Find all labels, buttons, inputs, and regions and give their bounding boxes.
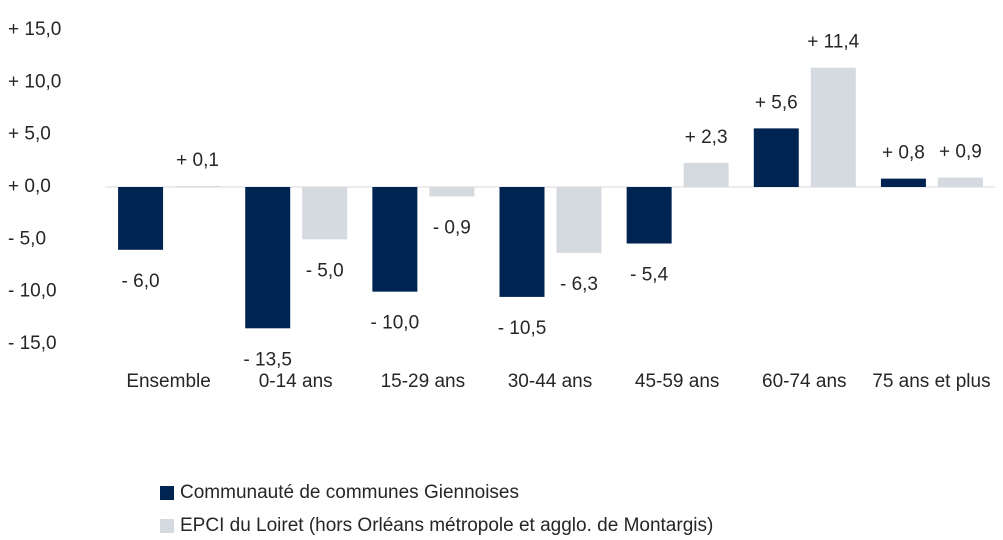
bar <box>626 187 672 244</box>
legend-swatch <box>160 486 174 500</box>
y-tick-label: + 5,0 <box>8 124 51 145</box>
legend-swatch <box>160 519 174 533</box>
value-label: + 0,8 <box>882 143 925 164</box>
value-label: - 6,0 <box>122 271 160 292</box>
x-tick-label: 30-44 ans <box>507 371 593 392</box>
bar <box>880 178 926 187</box>
y-tick-label: + 0,0 <box>8 176 51 197</box>
bar <box>175 185 221 187</box>
value-label: - 5,4 <box>630 265 668 286</box>
x-tick-label: Ensemble <box>126 371 211 392</box>
x-tick-label: 0-14 ans <box>258 371 333 392</box>
y-tick-label: - 10,0 <box>8 281 57 302</box>
bar <box>118 187 164 250</box>
value-label: + 11,4 <box>807 32 859 53</box>
value-label: - 10,0 <box>371 313 420 334</box>
bar <box>810 67 856 187</box>
value-label: - 5,0 <box>306 260 344 281</box>
x-tick-label: 75 ans et plus <box>872 371 991 392</box>
x-tick-label: 15-29 ans <box>380 371 466 392</box>
legend-item: Communauté de communes Giennoises <box>160 482 519 504</box>
value-label: - 0,9 <box>433 217 471 238</box>
value-label: + 0,1 <box>176 150 219 171</box>
bar <box>556 187 602 253</box>
value-label: - 6,3 <box>560 274 598 295</box>
bar <box>937 177 983 187</box>
y-tick-label: - 5,0 <box>8 228 46 249</box>
y-tick-label: + 15,0 <box>8 19 61 40</box>
x-tick-label: 60-74 ans <box>762 371 847 392</box>
bar <box>683 162 729 187</box>
legend-item: EPCI du Loiret (hors Orléans métropole e… <box>160 515 713 537</box>
legend-label: EPCI du Loiret (hors Orléans métropole e… <box>180 515 714 536</box>
bar <box>753 128 799 187</box>
bar <box>429 187 475 197</box>
bar <box>499 187 545 297</box>
value-label: + 2,3 <box>685 127 728 148</box>
bar <box>302 187 348 240</box>
value-label: + 0,9 <box>939 142 982 163</box>
y-tick-label: - 15,0 <box>8 333 57 354</box>
value-label: + 5,6 <box>755 92 798 113</box>
value-label: - 13,5 <box>243 349 292 370</box>
x-tick-label: 45-59 ans <box>634 371 720 392</box>
value-label: - 10,5 <box>498 318 547 339</box>
bar <box>245 187 291 329</box>
legend-label: Communauté de communes Giennoises <box>180 482 520 503</box>
y-tick-label: + 10,0 <box>8 71 61 92</box>
bar <box>372 187 418 292</box>
